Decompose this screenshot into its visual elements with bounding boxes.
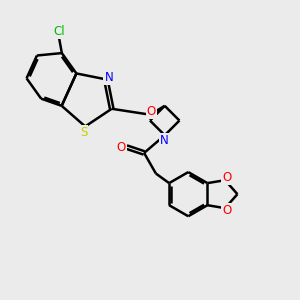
Text: N: N [160, 134, 169, 147]
Text: N: N [104, 71, 113, 84]
Text: Cl: Cl [53, 25, 65, 38]
Text: O: O [222, 204, 231, 217]
Text: O: O [222, 171, 231, 184]
Text: O: O [147, 105, 156, 118]
Text: O: O [116, 141, 126, 154]
Text: S: S [80, 126, 87, 139]
